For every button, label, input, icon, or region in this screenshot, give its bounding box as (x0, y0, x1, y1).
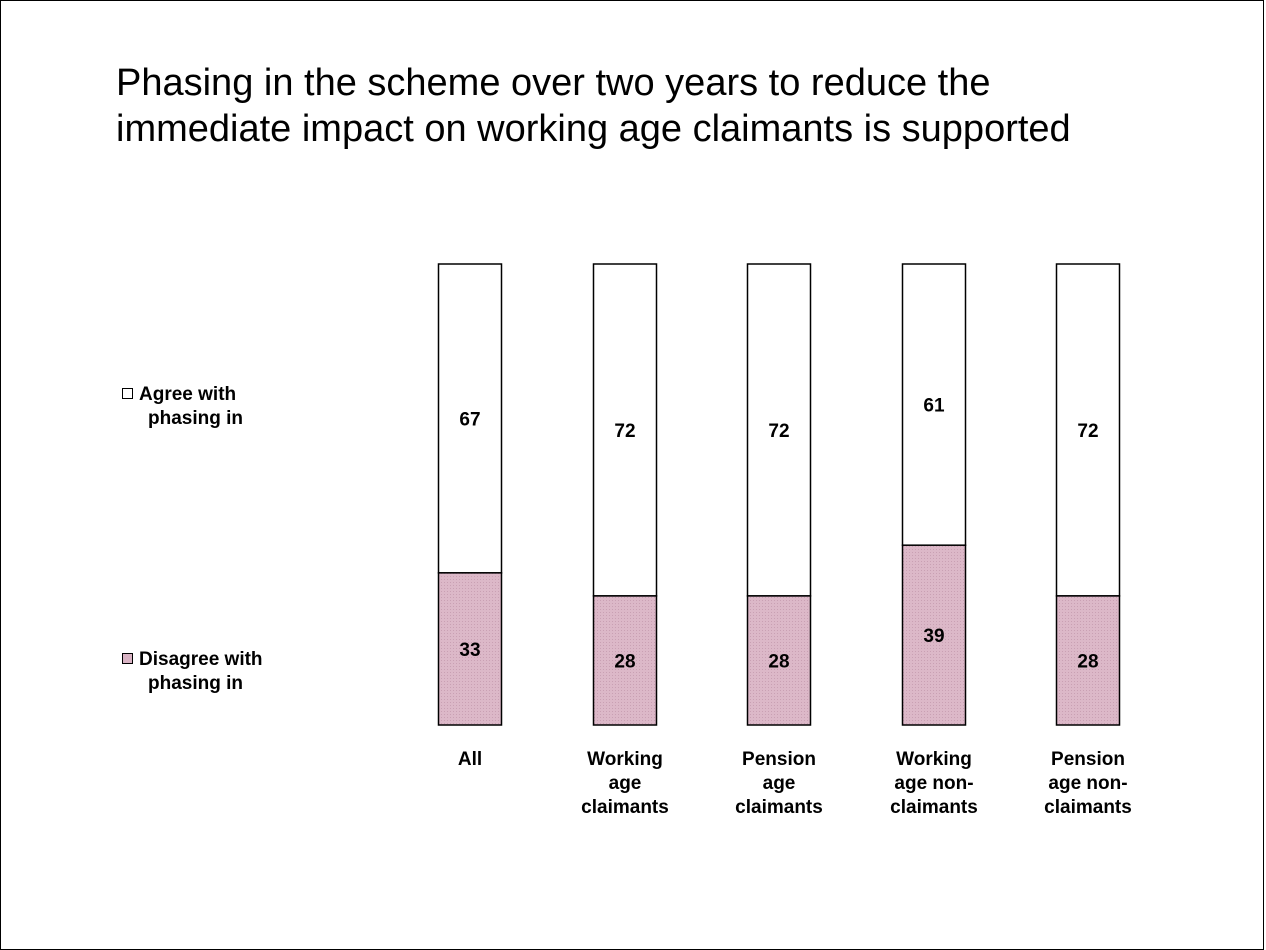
category-label-1-line2: claimants (581, 797, 669, 818)
category-label-1-line1: age (609, 773, 642, 794)
legend-item-agree: Agree with phasing in (122, 383, 243, 431)
data-label-disagree-0: 33 (459, 640, 480, 661)
data-label-disagree-4: 28 (1077, 651, 1098, 672)
data-label-agree-4: 72 (1077, 421, 1098, 442)
category-label-3-line1: age non- (894, 773, 973, 794)
data-label-agree-2: 72 (768, 421, 789, 442)
legend-swatch-disagree (122, 653, 133, 664)
legend-swatch-agree (122, 388, 133, 399)
category-label-0-line0: All (458, 749, 482, 770)
legend-item-disagree: Disagree with phasing in (122, 648, 263, 696)
category-label-2-line0: Pension (742, 749, 816, 770)
bar-agree-3 (901, 263, 967, 546)
data-label-agree-3: 61 (923, 396, 945, 417)
data-label-agree-0: 67 (459, 409, 480, 430)
category-label-4-line0: Pension (1051, 749, 1125, 770)
bar-disagree-4 (1055, 595, 1121, 726)
chart-title: Phasing in the scheme over two years to … (116, 62, 1071, 150)
category-label-1-line0: Working (587, 749, 663, 770)
legend-label-disagree-line1: Disagree with (139, 649, 263, 670)
data-label-disagree-1: 28 (614, 651, 635, 672)
data-label-disagree-2: 28 (768, 651, 789, 672)
category-label-4-line2: claimants (1044, 797, 1132, 818)
category-label-4-line1: age non- (1048, 773, 1127, 794)
bar-disagree-1 (592, 595, 658, 726)
data-label-disagree-3: 39 (923, 626, 944, 647)
legend-label-agree-line1: Agree with (139, 384, 237, 405)
legend-label-agree-line2: phasing in (148, 408, 243, 429)
bar-disagree-0 (437, 572, 503, 726)
category-label-3-line2: claimants (890, 797, 978, 818)
category-label-2-line1: age (763, 773, 796, 794)
data-label-agree-1: 72 (614, 421, 635, 442)
bar-disagree-3 (901, 544, 967, 726)
legend-label-disagree-line2: phasing in (148, 673, 243, 694)
category-label-2-line2: claimants (735, 797, 823, 818)
category-label-3-line0: Working (896, 749, 972, 770)
bar-disagree-2 (746, 595, 812, 726)
